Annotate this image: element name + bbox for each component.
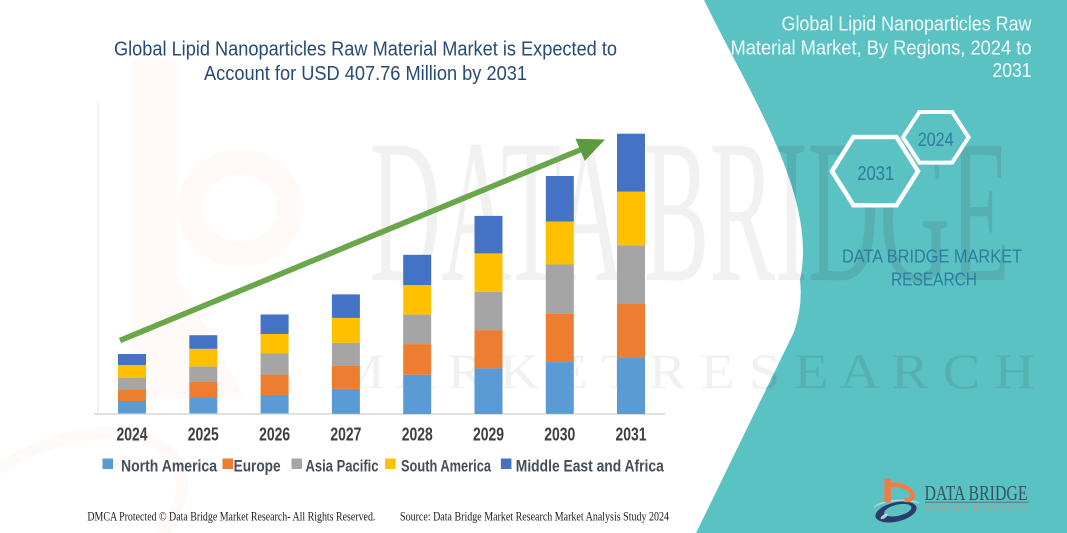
svg-text:Asia Pacific: Asia Pacific <box>306 456 379 475</box>
svg-text:2029: 2029 <box>473 425 504 445</box>
svg-text:2031: 2031 <box>857 162 894 185</box>
svg-text:RESEARCH: RESEARCH <box>891 268 977 289</box>
svg-text:DATA BRIDGE: DATA BRIDGE <box>925 481 1028 505</box>
svg-text:South America: South America <box>401 456 491 475</box>
svg-text:2024: 2024 <box>117 425 148 445</box>
svg-text:2025: 2025 <box>188 425 219 445</box>
svg-text:2024: 2024 <box>918 130 954 151</box>
svg-text:2031: 2031 <box>993 59 1032 82</box>
svg-text:2028: 2028 <box>402 425 433 445</box>
svg-text:Europe: Europe <box>234 456 281 475</box>
svg-text:2030: 2030 <box>544 425 575 445</box>
svg-text:2027: 2027 <box>330 425 361 445</box>
svg-text:MARKET RESEARCH: MARKET RESEARCH <box>925 506 1027 513</box>
svg-text:DATA BRIDGE MARKET: DATA BRIDGE MARKET <box>842 246 1022 267</box>
svg-text:North America: North America <box>121 456 217 475</box>
svg-text:Source: Data Bridge Market Res: Source: Data Bridge Market Research Mark… <box>400 509 669 524</box>
svg-text:Middle East and Africa: Middle East and Africa <box>516 456 664 475</box>
svg-text:Global Lipid Nanoparticles Raw: Global Lipid Nanoparticles Raw <box>782 12 1032 35</box>
svg-text:2026: 2026 <box>259 425 290 445</box>
svg-text:Global Lipid Nanoparticles Raw: Global Lipid Nanoparticles Raw Material … <box>114 38 617 61</box>
svg-text:M A R K E T R E S E A R C H: M A R K E T R E S E A R C H <box>335 343 1035 399</box>
svg-text:Material Market, By Regions, 2: Material Market, By Regions, 2024 to <box>731 37 1032 60</box>
svg-text:Account for USD 407.76 Million: Account for USD 407.76 Million by 2031 <box>204 62 527 85</box>
svg-text:2031: 2031 <box>616 425 647 445</box>
svg-text:DMCA Protected © Data Bridge M: DMCA Protected © Data Bridge Market Rese… <box>87 509 375 524</box>
